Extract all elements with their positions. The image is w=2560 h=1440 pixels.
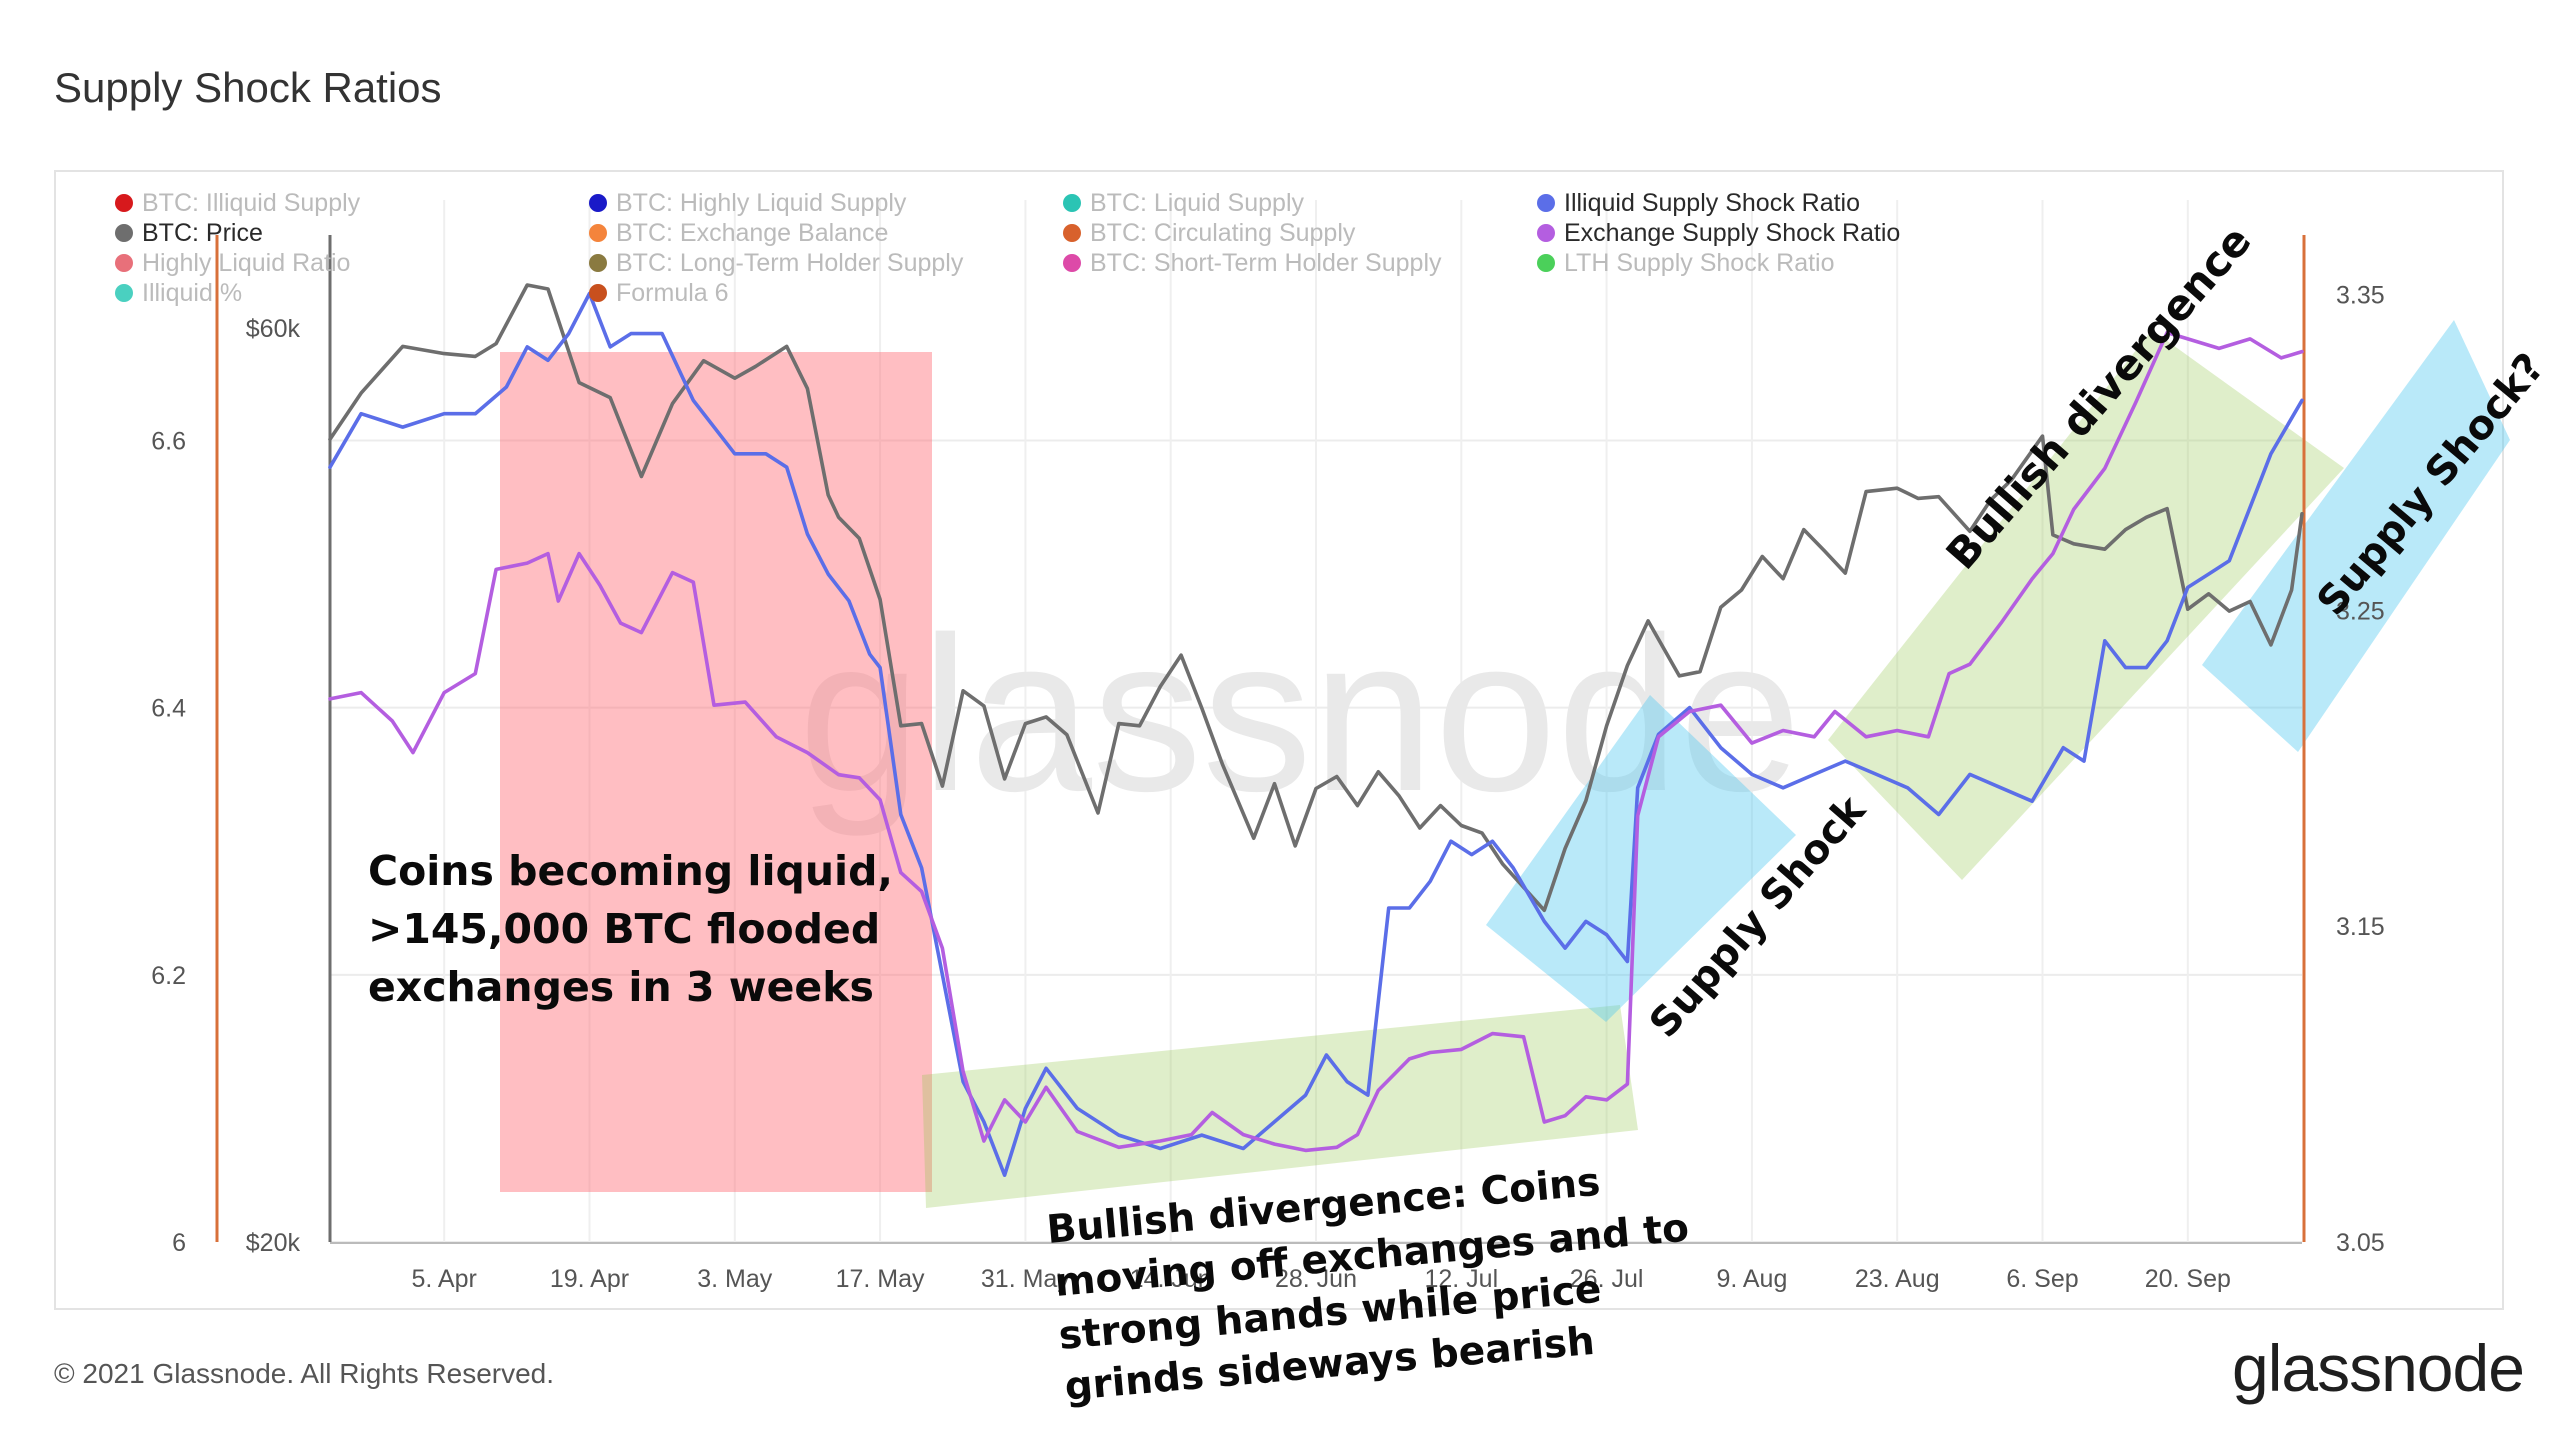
glassnode-logo: glassnode (2232, 1331, 2525, 1405)
price-y-tick-label: $20k (246, 1229, 301, 1257)
highlight-green-divergence-zone-2 (1828, 330, 2344, 880)
legend-marker (1063, 194, 1081, 212)
x-tick-label: 31. May (981, 1265, 1070, 1293)
copyright-notice: © 2021 Glassnode. All Rights Reserved. (54, 1358, 555, 1389)
legend-label: BTC: Long-Term Holder Supply (616, 249, 964, 277)
legend-label: BTC: Short-Term Holder Supply (1090, 249, 1442, 277)
x-tick-label: 3. May (697, 1265, 773, 1293)
right-y-tick-label: 3.35 (2336, 282, 2385, 310)
highlight-red-liquidation-zone (500, 352, 932, 1192)
legend-label: BTC: Circulating Supply (1090, 219, 1356, 247)
x-tick-label: 5. Apr (412, 1265, 477, 1293)
legend-marker (1537, 224, 1555, 242)
legend-label: Illiquid Supply Shock Ratio (1564, 189, 1860, 217)
annotation-coins-liquid: >145,000 BTC flooded (368, 905, 880, 953)
legend-label: LTH Supply Shock Ratio (1564, 249, 1835, 277)
legend-marker (115, 254, 133, 272)
legend-marker (589, 284, 607, 302)
right-y-tick-label: 3.15 (2336, 913, 2385, 941)
legend-label: Formula 6 (616, 279, 729, 307)
chart-frame (54, 170, 2504, 1310)
legend-marker (1537, 254, 1555, 272)
legend-marker (115, 284, 133, 302)
x-tick-label: 14. Jun (1130, 1265, 1212, 1293)
x-tick-label: 9. Aug (1716, 1265, 1787, 1293)
watermark-text: glassnode (799, 591, 1802, 837)
legend-label: Illiquid % (142, 279, 242, 307)
x-tick-label: 19. Apr (550, 1265, 629, 1293)
legend-marker (1063, 254, 1081, 272)
legend-label: Highly Liquid Ratio (142, 249, 350, 277)
legend-marker (115, 194, 133, 212)
highlight-blue-supply-shock-zone-1 (1486, 695, 1796, 1022)
annotation-coins-liquid: exchanges in 3 weeks (368, 963, 874, 1011)
legend-label: BTC: Price (142, 219, 263, 247)
left-y-tick-label: 6.6 (151, 427, 186, 455)
x-tick-label: 23. Aug (1855, 1265, 1940, 1293)
x-tick-label: 17. May (836, 1265, 925, 1293)
left-y-tick-label: 6.4 (151, 695, 186, 723)
legend-marker (1063, 224, 1081, 242)
legend-label: BTC: Exchange Balance (616, 219, 888, 247)
series-line-illiquid-supply-shock-ratio (328, 291, 2304, 1177)
left-y-tick-label: 6 (172, 1229, 186, 1257)
highlight-green-divergence-zone-1 (922, 1005, 1638, 1208)
legend-marker (589, 224, 607, 242)
legend-marker (115, 224, 133, 242)
series-line-btc-price (328, 283, 2304, 913)
price-y-tick-label: $60k (246, 315, 301, 343)
legend-label: BTC: Liquid Supply (1090, 189, 1305, 217)
x-tick-label: 6. Sep (2006, 1265, 2078, 1293)
x-tick-label: 20. Sep (2145, 1265, 2231, 1293)
legend-marker (589, 194, 607, 212)
x-tick-label: 26. Jul (1570, 1265, 1644, 1293)
legend-marker (589, 254, 607, 272)
x-tick-label: 28. Jun (1275, 1265, 1357, 1293)
series-line-exchange-supply-shock-ratio (328, 330, 2304, 1153)
legend-label: Exchange Supply Shock Ratio (1564, 219, 1900, 247)
legend-label: BTC: Illiquid Supply (142, 189, 361, 217)
highlight-blue-supply-shock-zone-2 (2202, 320, 2510, 752)
annotation-coins-liquid: Coins becoming liquid, (368, 847, 893, 895)
legend-marker (1537, 194, 1555, 212)
legend-label: BTC: Highly Liquid Supply (616, 189, 907, 217)
x-tick-label: 12. Jul (1424, 1265, 1498, 1293)
left-y-tick-label: 6.2 (151, 962, 186, 990)
right-y-tick-label: 3.25 (2336, 597, 2385, 625)
page-title: Supply Shock Ratios (54, 64, 442, 111)
right-y-tick-label: 3.05 (2336, 1229, 2385, 1257)
